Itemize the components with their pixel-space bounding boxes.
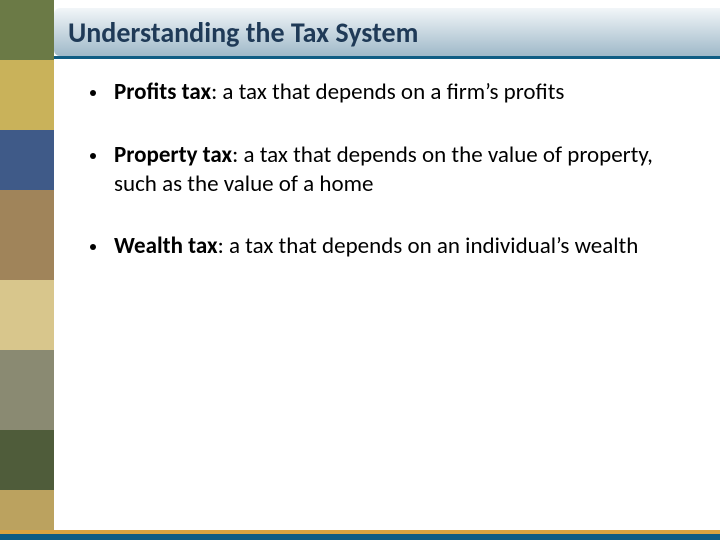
bullet-def: : a tax that depends on a firm’s profits (211, 78, 564, 106)
bullet-item: Wealth tax: a tax that depends on an ind… (90, 232, 680, 261)
left-photo-strip (0, 0, 54, 540)
left-strip-segment (0, 430, 54, 490)
bullet-term: Profits tax (114, 78, 211, 106)
bullet-def: : a tax that depends on an individual’s … (218, 232, 639, 260)
left-strip-segment (0, 190, 54, 280)
bullet-text: Wealth tax: a tax that depends on an ind… (114, 232, 680, 261)
bullet-item: Profits tax: a tax that depends on a fir… (90, 78, 680, 107)
left-strip-segment (0, 280, 54, 350)
bottom-accent-bar (0, 530, 720, 540)
bullet-dot-icon (90, 153, 96, 159)
title-bar: Understanding the Tax System (54, 8, 720, 56)
bullet-text: Profits tax: a tax that depends on a fir… (114, 78, 680, 107)
left-strip-segment (0, 130, 54, 190)
left-strip-segment (0, 350, 54, 430)
bullet-term: Wealth tax (114, 232, 218, 260)
left-strip-segment (0, 0, 54, 60)
bottom-bar-bottom (0, 534, 720, 540)
left-strip-segment (0, 60, 54, 130)
bullet-dot-icon (90, 90, 96, 96)
slide: Understanding the Tax System Profits tax… (0, 0, 720, 540)
bullet-item: Property tax: a tax that depends on the … (90, 141, 680, 199)
bullet-dot-icon (90, 244, 96, 250)
page-title: Understanding the Tax System (68, 15, 418, 50)
title-underline (54, 56, 720, 59)
slide-body: Profits tax: a tax that depends on a fir… (90, 78, 680, 295)
bullet-text: Property tax: a tax that depends on the … (114, 141, 680, 199)
bullet-term: Property tax (114, 141, 232, 169)
